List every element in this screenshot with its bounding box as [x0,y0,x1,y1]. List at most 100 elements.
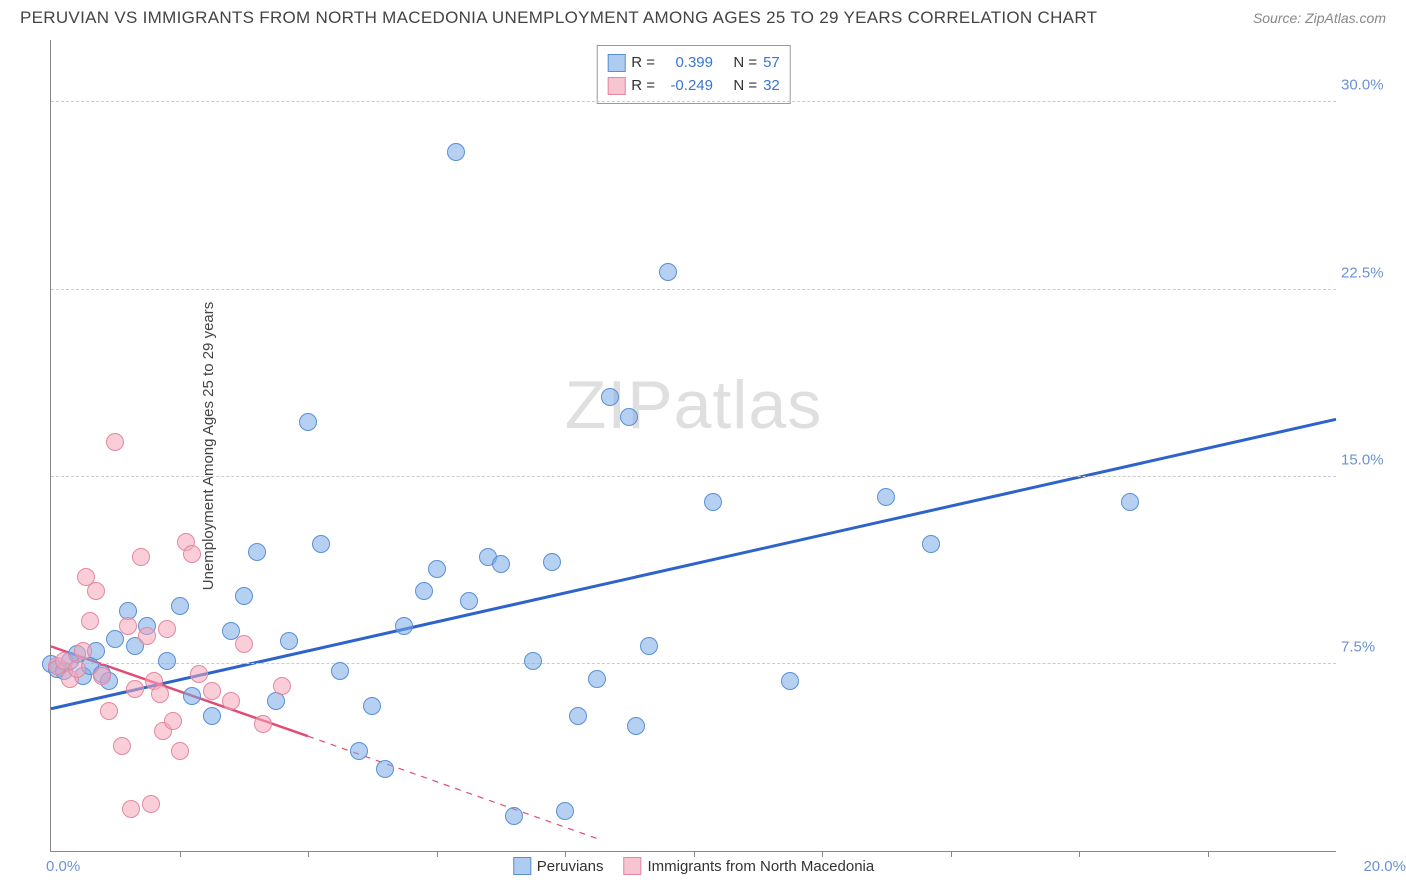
scatter-point [395,617,413,635]
scatter-point [113,737,131,755]
trend-dashed-svg [51,40,1336,851]
scatter-point [543,553,561,571]
scatter-point [331,662,349,680]
legend-swatch [623,857,641,875]
x-tick-mark [180,851,181,857]
plot-area: ZIPatlas R = 0.399 N = 57 R = -0.249 N = 32… [50,40,1336,852]
scatter-point [556,802,574,820]
scatter-point [158,620,176,638]
r-label: R = [631,52,655,75]
legend-swatch [607,54,625,72]
scatter-point [781,672,799,690]
chart-source: Source: ZipAtlas.com [1253,10,1386,26]
h-gridline [51,101,1336,102]
scatter-point [151,685,169,703]
scatter-point [235,635,253,653]
x-tick-mark [437,851,438,857]
scatter-point [74,642,92,660]
watermark: ZIPatlas [565,366,822,444]
scatter-point [1121,493,1139,511]
scatter-point [273,677,291,695]
scatter-point [415,582,433,600]
scatter-point [171,597,189,615]
scatter-point [492,555,510,573]
scatter-point [183,687,201,705]
n-label: N = [733,75,757,98]
legend-swatch [513,857,531,875]
n-label: N = [733,52,757,75]
chart-container: Unemployment Among Ages 25 to 29 years Z… [50,40,1336,852]
scatter-point [524,652,542,670]
y-tick-label: 7.5% [1341,638,1396,655]
scatter-point [505,807,523,825]
scatter-point [235,587,253,605]
scatter-point [627,717,645,735]
scatter-point [100,702,118,720]
scatter-point [222,692,240,710]
trend-line [51,419,1336,708]
scatter-point [106,433,124,451]
scatter-point [428,560,446,578]
scatter-point [640,637,658,655]
scatter-point [922,535,940,553]
legend-swatch [607,77,625,95]
scatter-point [460,592,478,610]
r-value: 0.399 [661,52,713,75]
scatter-point [171,742,189,760]
scatter-point [447,143,465,161]
series-legend: Peruvians Immigrants from North Macedonia [513,857,874,875]
scatter-point [659,263,677,281]
scatter-point [122,800,140,818]
scatter-point [183,545,201,563]
scatter-point [203,707,221,725]
legend-label: Peruvians [537,858,604,875]
scatter-point [254,715,272,733]
scatter-point [87,582,105,600]
scatter-point [190,665,208,683]
h-gridline [51,663,1336,664]
scatter-point [376,760,394,778]
x-tick-mark [308,851,309,857]
correlation-legend: R = 0.399 N = 57 R = -0.249 N = 32 [596,45,791,104]
corr-legend-row: R = 0.399 N = 57 [607,52,780,75]
scatter-point [704,493,722,511]
n-value: 57 [763,52,780,75]
r-label: R = [631,75,655,98]
scatter-point [601,388,619,406]
x-tick-mark [565,851,566,857]
scatter-point [877,488,895,506]
scatter-point [588,670,606,688]
n-value: 32 [763,75,780,98]
scatter-point [119,617,137,635]
legend-item: Immigrants from North Macedonia [623,857,874,875]
corr-legend-row: R = -0.249 N = 32 [607,75,780,98]
chart-title: PERUVIAN VS IMMIGRANTS FROM NORTH MACEDO… [20,8,1097,28]
y-tick-label: 15.0% [1341,451,1396,468]
scatter-point [620,408,638,426]
scatter-point [164,712,182,730]
h-gridline [51,476,1336,477]
scatter-point [81,612,99,630]
y-tick-label: 30.0% [1341,77,1396,94]
scatter-point [569,707,587,725]
scatter-point [138,627,156,645]
scatter-point [132,548,150,566]
legend-label: Immigrants from North Macedonia [647,858,874,875]
scatter-point [158,652,176,670]
scatter-point [203,682,221,700]
scatter-point [299,413,317,431]
y-tick-label: 22.5% [1341,264,1396,281]
r-value: -0.249 [661,75,713,98]
x-tick-mark [694,851,695,857]
scatter-point [93,667,111,685]
h-gridline [51,289,1336,290]
x-tick-mark [822,851,823,857]
x-axis-max-label: 20.0% [1363,858,1406,875]
x-tick-mark [1208,851,1209,857]
x-axis-min-label: 0.0% [46,858,80,875]
legend-item: Peruvians [513,857,604,875]
scatter-point [142,795,160,813]
scatter-point [280,632,298,650]
scatter-point [126,680,144,698]
scatter-point [68,660,86,678]
